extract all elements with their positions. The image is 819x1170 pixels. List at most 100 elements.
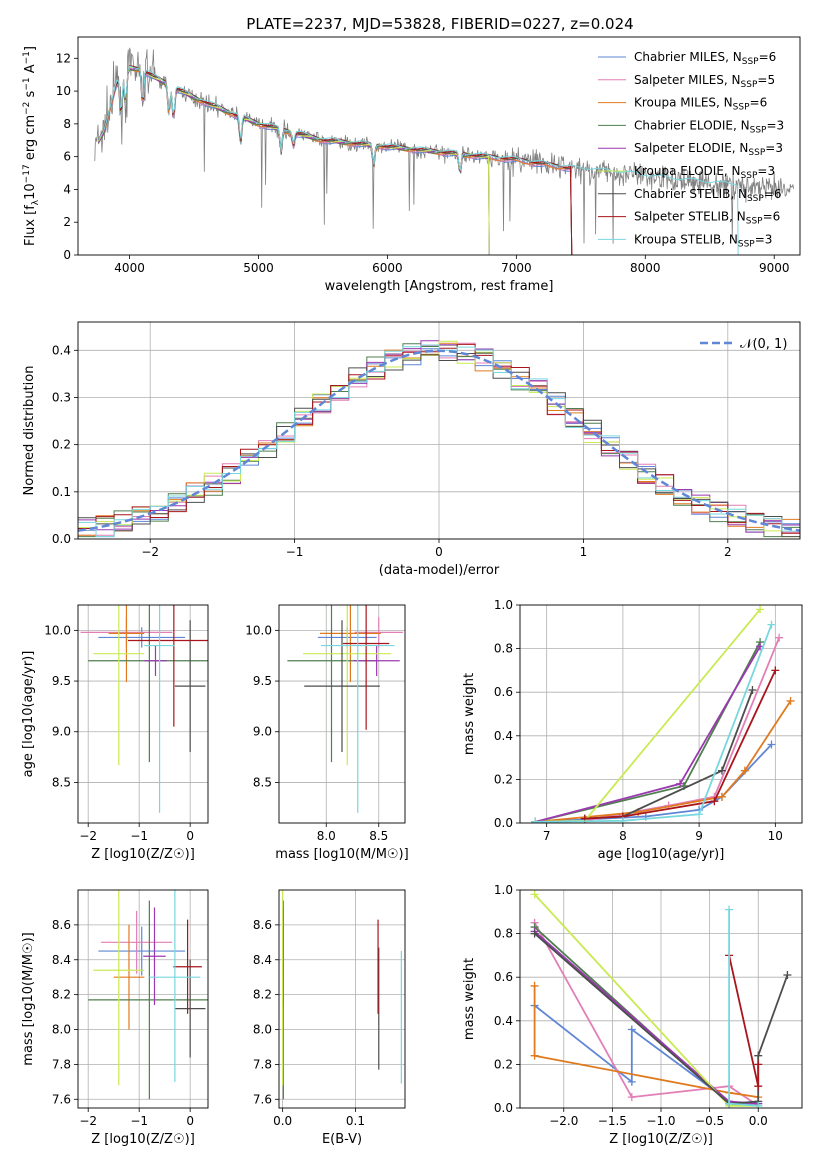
axes-frame: [77, 321, 801, 540]
data-point-marker: [530, 1051, 539, 1060]
chart-mass_vs_Z: −2 −1 0 7.6 7.8 8.0 8.2 8.4 8.6 Z [log10(Z/Z☉)] ma…: [21, 889, 209, 1147]
data-point-marker: [717, 792, 726, 801]
x-axis-label: Z [log10(Z/Z☉)]: [91, 847, 195, 862]
model-spectrum-line: [98, 68, 573, 255]
x-tick-label: 8.5: [369, 829, 388, 843]
legend-subscript: SSP: [741, 171, 758, 181]
legend-text: Chabrier ELODIE, N: [634, 118, 750, 132]
axes-frame: [77, 604, 209, 824]
model-spectrum-line: [98, 66, 490, 255]
histogram-line: [78, 344, 800, 537]
y-tick-label: 0.8: [494, 927, 513, 941]
legend-item: 𝒩(0, 1): [740, 337, 787, 352]
legend-item: Kroupa STELIB, NSSP=3: [634, 232, 772, 249]
legend-text: Kroupa MILES, N: [634, 96, 733, 110]
observed-spectrum-line: [94, 47, 794, 244]
data-point-marker: [748, 686, 757, 695]
y-tick-label: 1.0: [494, 598, 513, 612]
y-tick-label: 0.2: [494, 772, 513, 786]
x-tick-label: −2: [141, 545, 159, 559]
model-spectrum-line: [98, 68, 573, 255]
x-tick-label: −1: [286, 545, 304, 559]
x-tick-label: 6000: [372, 261, 403, 275]
legend-text: Kroupa ELODIE, N: [634, 164, 741, 178]
legend-value: =6: [763, 210, 781, 224]
chart-age_vs_Z: −2 −1 0 8.5 9.0 9.5 10.0 Z [log10(Z/Z☉)] age [lo…: [21, 604, 209, 862]
y-tick-label: 7.6: [253, 1092, 272, 1106]
model-spectrum-line: [98, 68, 573, 255]
plot-area: [279, 890, 405, 1108]
y-axis-label: Flux [fλ10−17 erg cm−2 s−1 A−1]: [22, 46, 41, 246]
plot-area: [94, 47, 794, 255]
y-axis-label-part: erg cm: [23, 115, 38, 164]
chart-mass_weight_vs_age: 7 8 9 10 0.0 0.2 0.4 0.6 0.8 1.0 age [log10(age/yr…: [462, 598, 803, 862]
data-point-marker: [725, 905, 734, 914]
x-axis-label: E(B-V): [322, 1132, 362, 1147]
y-axis-label-part: s: [23, 90, 38, 101]
axes-frame: [519, 889, 803, 1109]
y-tick-label: 9.5: [253, 674, 272, 688]
y-tick-label: 10.0: [245, 623, 272, 637]
x-tick-label: 8000: [630, 261, 661, 275]
chart-panels: 4000 5000 6000 7000 8000 9000024681012wavelen…: [21, 36, 803, 1147]
legend-subscript: SSP: [747, 194, 764, 204]
data-point-marker: [783, 971, 792, 980]
y-axis-label-part: A: [23, 64, 38, 77]
x-tick-label: 0: [435, 545, 443, 559]
legend-item: Salpeter STELIB, NSSP=6: [634, 210, 780, 227]
y-tick-label: 0: [63, 248, 71, 262]
y-tick-label: 0.2: [494, 1057, 513, 1071]
chart-spectrum: 4000 5000 6000 7000 8000 9000 0 2 4 6 8 10 12 wavelen…: [22, 36, 801, 294]
data-point-marker: [676, 779, 685, 788]
x-tick-label: −1: [130, 829, 148, 843]
legend-item: Kroupa ELODIE, NSSP=3: [634, 164, 775, 181]
series-line: [533, 893, 759, 1107]
x-tick-label: −1: [130, 1114, 148, 1128]
legend-subscript: SSP: [741, 80, 758, 90]
legend-text: Chabrier MILES, N: [634, 50, 742, 64]
x-axis-label: Z [log10(Z/Z☉)]: [91, 1132, 195, 1147]
y-tick-label: 8.5: [253, 775, 272, 789]
data-point-marker: [530, 929, 539, 938]
legend-item: Chabrier MILES, NSSP=6: [634, 50, 776, 67]
legend-value: =5: [757, 73, 775, 87]
y-axis-label-part: −17: [22, 164, 32, 183]
x-tick-label: 0.1: [346, 1114, 365, 1128]
legend-value: =3: [757, 164, 775, 178]
y-tick-label: 6: [63, 150, 71, 164]
data-point-marker: [767, 740, 776, 749]
data-point-marker: [754, 1051, 763, 1060]
y-tick-label: 0.0: [52, 532, 71, 546]
y-axis-label-part: Flux [f: [23, 205, 38, 246]
data-point-marker: [756, 605, 765, 614]
x-tick-label: 2: [724, 545, 732, 559]
model-spectrum-line: [98, 65, 739, 255]
y-tick-label: 0.0: [494, 816, 513, 830]
legend-text: Chabrier STELIB, N: [634, 187, 747, 201]
legend-item: Chabrier ELODIE, NSSP=3: [634, 118, 784, 135]
data-point-marker: [786, 696, 795, 705]
plot-area: [520, 605, 802, 823]
axes-frame: [77, 36, 801, 256]
axes-frame: [278, 889, 406, 1109]
y-tick-label: 8.6: [52, 918, 71, 932]
data-point-marker: [767, 620, 776, 629]
x-tick-label: 5000: [243, 261, 274, 275]
legend-item: Chabrier STELIB, NSSP=6: [634, 187, 782, 204]
y-tick-label: 0.1: [52, 485, 71, 499]
y-axis-label-part: 10: [23, 183, 38, 200]
legend-item: Salpeter MILES, NSSP=5: [634, 73, 775, 90]
x-tick-label: 0.0: [749, 1114, 768, 1128]
data-point-marker: [618, 816, 627, 823]
x-tick-label: 8.0: [317, 829, 336, 843]
legend-text: Salpeter ELODIE, N: [634, 141, 748, 155]
y-axis-label-part: −2: [22, 102, 32, 115]
y-tick-label: 8.0: [253, 1023, 272, 1037]
y-axis-label: mass weight: [462, 673, 477, 755]
data-point-marker: [627, 1093, 636, 1102]
y-axis-label: age [log10(age/yr)]: [21, 651, 36, 778]
x-tick-label: 1: [580, 545, 588, 559]
y-axis-label-part: ]: [23, 46, 38, 51]
